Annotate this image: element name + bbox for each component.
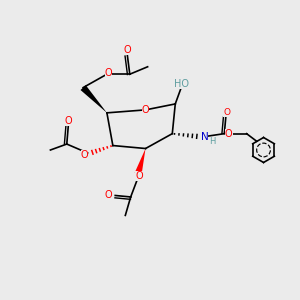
Text: O: O <box>81 150 88 160</box>
Text: O: O <box>64 116 72 126</box>
Text: O: O <box>225 129 232 139</box>
Text: O: O <box>105 190 112 200</box>
Text: O: O <box>105 68 112 78</box>
Text: N: N <box>200 132 208 142</box>
Polygon shape <box>80 85 107 113</box>
Text: HO: HO <box>174 79 189 89</box>
Text: O: O <box>223 108 230 117</box>
Text: H: H <box>209 137 216 146</box>
Polygon shape <box>135 148 146 175</box>
Text: O: O <box>124 45 131 55</box>
Text: O: O <box>135 171 143 181</box>
Text: O: O <box>142 105 149 115</box>
